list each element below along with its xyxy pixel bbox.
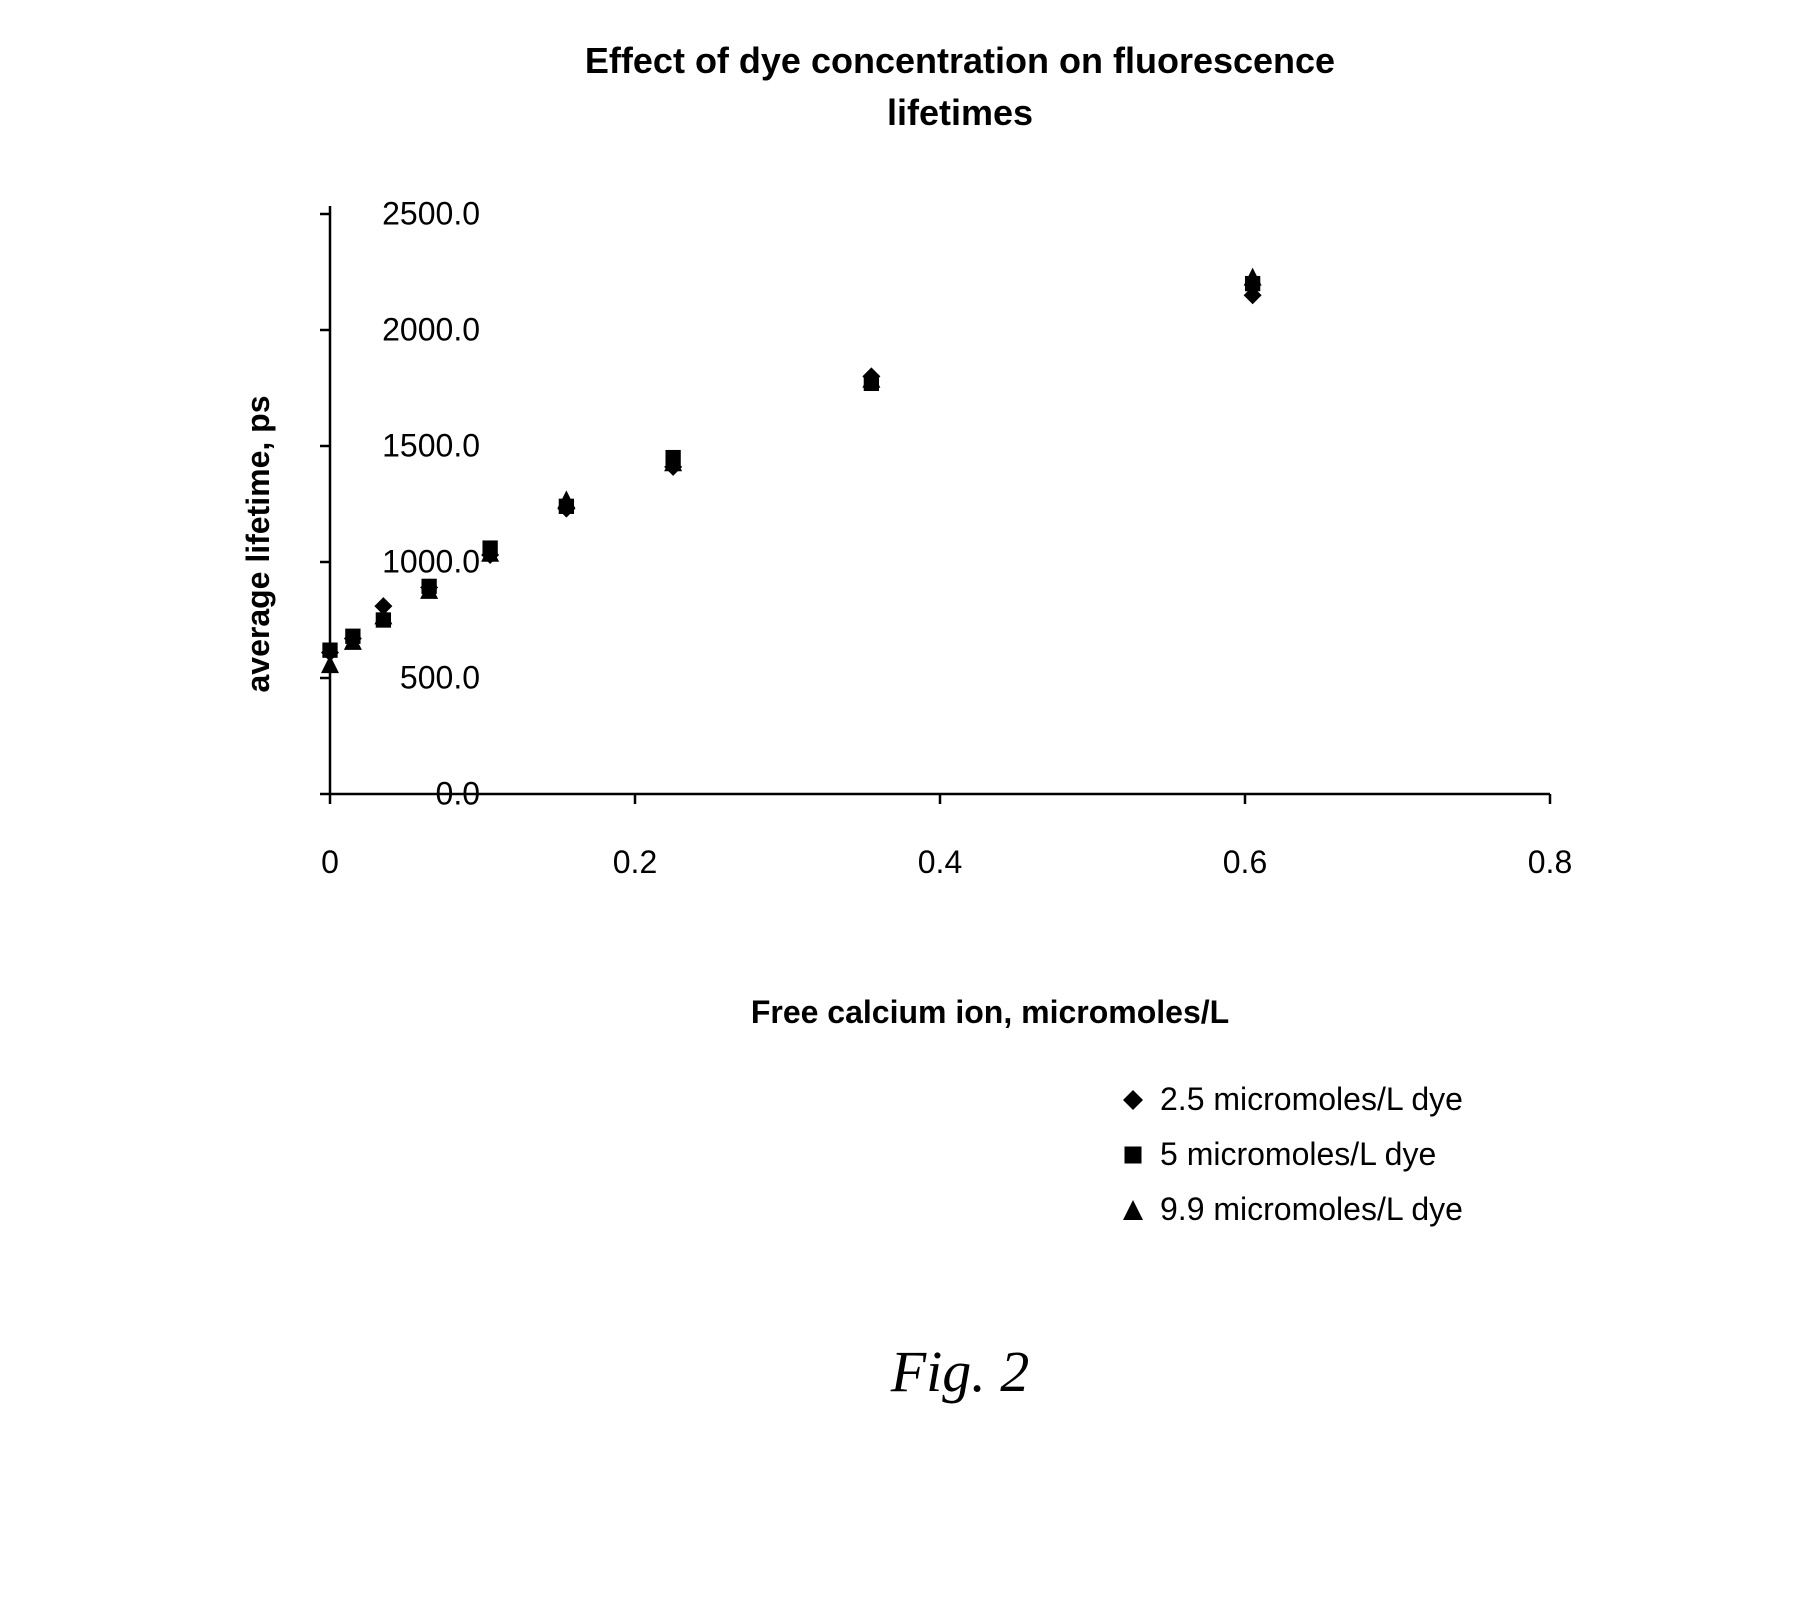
legend-item: 9.9 micromoles/L dye bbox=[1120, 1191, 1700, 1228]
x-axis-label: Free calcium ion, micromoles/L bbox=[100, 994, 1700, 1031]
legend-item: 5 micromoles/L dye bbox=[1120, 1136, 1700, 1173]
legend-label: 9.9 micromoles/L dye bbox=[1160, 1191, 1463, 1228]
x-tick-label: 0.6 bbox=[1223, 844, 1267, 881]
chart-title-line1: Effect of dye concentration on fluoresce… bbox=[100, 40, 1700, 82]
chart-title-line2: lifetimes bbox=[100, 92, 1700, 134]
legend: 2.5 micromoles/L dye 5 micromoles/L dye 9.… bbox=[1120, 1081, 1700, 1228]
y-tick-label: 0.0 bbox=[436, 776, 480, 813]
y-tick-label: 2000.0 bbox=[382, 312, 480, 349]
figure-container: Effect of dye concentration on fluoresce… bbox=[100, 40, 1700, 1405]
legend-label: 2.5 micromoles/L dye bbox=[1160, 1081, 1463, 1118]
legend-label: 5 micromoles/L dye bbox=[1160, 1136, 1436, 1173]
chart-area: average lifetime, ps 0.0 500.0 1000.0 1500.… bbox=[160, 194, 1660, 894]
square-icon bbox=[1120, 1142, 1146, 1168]
y-tick-label: 2500.0 bbox=[382, 196, 480, 233]
y-tick-label: 1500.0 bbox=[382, 428, 480, 465]
x-tick-label: 0.8 bbox=[1528, 844, 1572, 881]
y-axis-label: average lifetime, ps bbox=[240, 395, 277, 692]
x-tick-label: 0.4 bbox=[918, 844, 962, 881]
x-tick-label: 0 bbox=[321, 844, 339, 881]
triangle-icon bbox=[1120, 1197, 1146, 1223]
y-tick-label: 1000.0 bbox=[382, 544, 480, 581]
y-tick-label: 500.0 bbox=[400, 660, 480, 697]
figure-caption: Fig. 2 bbox=[100, 1338, 1700, 1405]
x-tick-label: 0.2 bbox=[613, 844, 657, 881]
legend-item: 2.5 micromoles/L dye bbox=[1120, 1081, 1700, 1118]
diamond-icon bbox=[1120, 1087, 1146, 1113]
scatter-plot bbox=[290, 194, 1590, 834]
